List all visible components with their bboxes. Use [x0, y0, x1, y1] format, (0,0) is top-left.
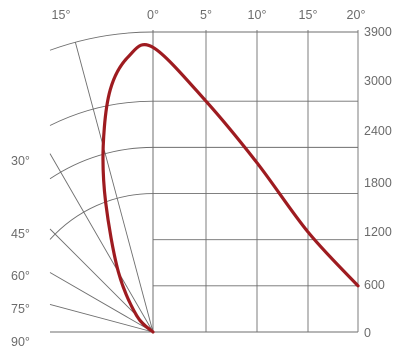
top-tick-label-0: 0°: [147, 8, 159, 22]
polar-arc-4: [49, 100, 154, 126]
value-tick-label-600: 600: [364, 278, 385, 292]
top-tick-label-15: 15°: [299, 8, 318, 22]
value-tick-label-3900: 3900: [364, 25, 392, 39]
value-tick-label-0: 0: [364, 326, 371, 340]
value-tick-label-1200: 1200: [364, 225, 392, 239]
polar-grid: [49, 30, 154, 333]
polar-radial-30: [49, 153, 154, 333]
polar-arc-3: [49, 146, 154, 180]
polar-arc-5: [49, 31, 154, 51]
polar-arc-2: [49, 193, 154, 240]
angle-label-90: 90°: [11, 335, 30, 349]
top-tick-label-10: 10°: [248, 8, 267, 22]
polar-radial-75: [49, 303, 154, 333]
value-tick-label-1800: 1800: [364, 176, 392, 190]
angle-label-60: 60°: [11, 269, 30, 283]
polar-radial-60: [49, 272, 154, 333]
polar-radial-15: [74, 42, 154, 333]
value-tick-label-2400: 2400: [364, 124, 392, 138]
series-curve: [101, 43, 360, 334]
angle-label-75: 75°: [11, 302, 30, 316]
top-tick-label-20: 20°: [347, 8, 366, 22]
rectangular-grid: [152, 30, 359, 333]
angle-label-30: 30°: [11, 154, 30, 168]
top-tick-label-15-left: 15°: [52, 8, 71, 22]
angle-label-45: 45°: [11, 227, 30, 241]
top-tick-label-5: 5°: [200, 8, 212, 22]
value-tick-label-3000: 3000: [364, 74, 392, 88]
